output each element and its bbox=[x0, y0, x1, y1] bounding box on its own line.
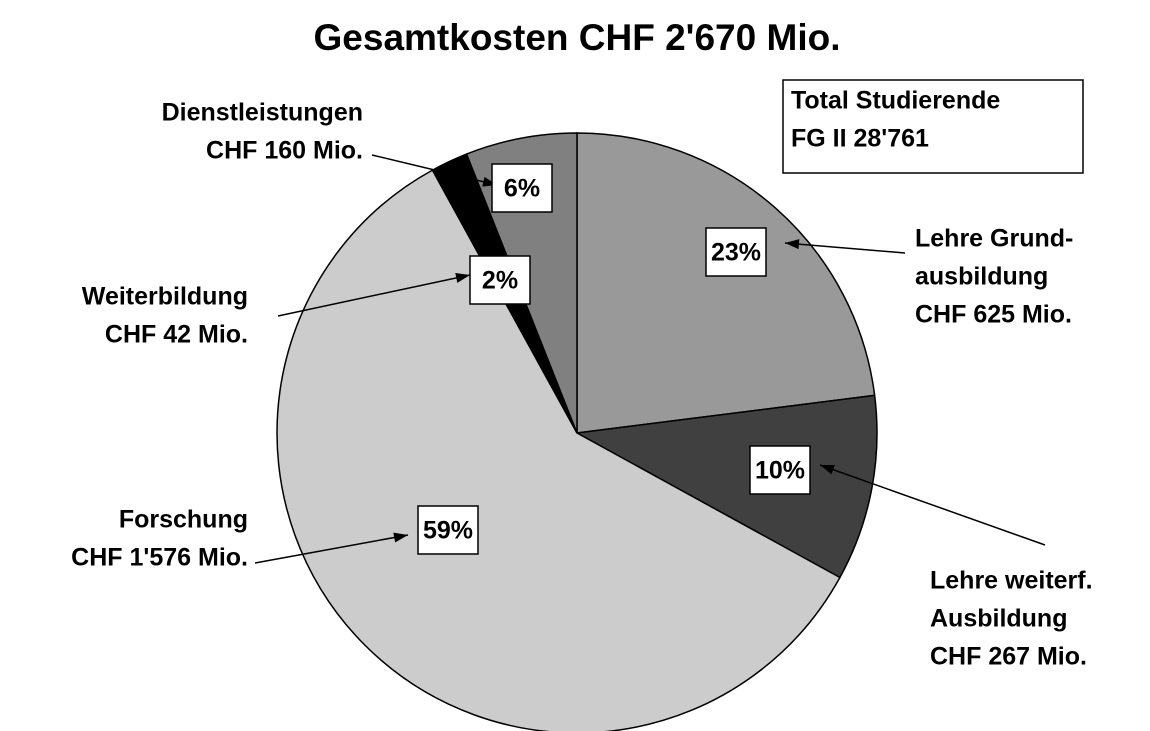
pie-slice bbox=[574, 394, 878, 579]
chart-title: Gesamtkosten CHF 2'670 Mio. bbox=[314, 17, 841, 58]
annotation: FG II 28'761 bbox=[791, 125, 929, 153]
leader-line bbox=[819, 464, 1046, 546]
value-label-box bbox=[491, 163, 553, 213]
pie-slice bbox=[276, 169, 841, 731]
value-label: 23% bbox=[711, 239, 761, 267]
amount-label: CHF 625 Mio. bbox=[915, 301, 1072, 329]
category-label: Lehre weiterf. bbox=[930, 567, 1093, 595]
leader-line bbox=[254, 534, 409, 564]
pie-slice bbox=[576, 132, 876, 434]
amount-label: CHF 160 Mio. bbox=[206, 137, 363, 165]
annotation-box bbox=[782, 79, 1084, 174]
category-label: Lehre Grund- bbox=[915, 225, 1073, 253]
value-label-box bbox=[705, 227, 767, 277]
amount-label: CHF 1'576 Mio. bbox=[71, 544, 248, 572]
value-label-box bbox=[749, 445, 811, 495]
category-label: Dienstleistungen bbox=[162, 99, 363, 127]
leader-line bbox=[371, 154, 498, 186]
amount-label: CHF 267 Mio. bbox=[930, 643, 1087, 671]
arrow-head bbox=[785, 239, 800, 250]
value-label-box bbox=[469, 255, 531, 305]
arrow-head bbox=[820, 464, 835, 475]
value-label: 59% bbox=[423, 517, 473, 545]
value-label: 2% bbox=[482, 267, 518, 295]
annotation: Total Studierende bbox=[791, 87, 1000, 115]
category-label: Forschung bbox=[119, 506, 248, 534]
arrow-head bbox=[455, 273, 470, 283]
leader-line bbox=[784, 242, 906, 254]
leader-line bbox=[277, 274, 471, 317]
value-label-box bbox=[417, 505, 479, 555]
arrow-head bbox=[393, 532, 408, 543]
category-label: ausbildung bbox=[915, 263, 1048, 291]
value-label: 6% bbox=[504, 175, 540, 203]
category-label: Ausbildung bbox=[930, 605, 1067, 633]
amount-label: CHF 42 Mio. bbox=[105, 321, 248, 349]
value-label: 10% bbox=[755, 457, 805, 485]
category-label: Weiterbildung bbox=[82, 283, 248, 311]
